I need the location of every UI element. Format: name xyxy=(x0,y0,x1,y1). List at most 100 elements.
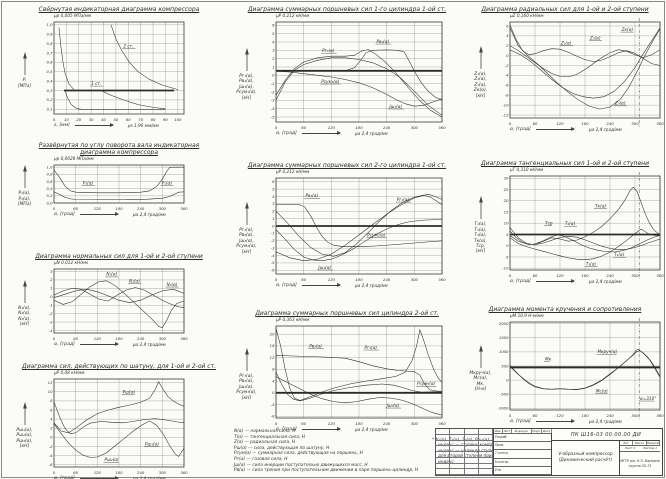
meta-labels-row: Лит. Масса Масштаб xyxy=(620,441,660,446)
svg-text:-5: -5 xyxy=(505,254,509,259)
series-label-Pg1: Pг₁(α) xyxy=(322,48,335,53)
y-label-line: Pв₃(α), xyxy=(239,379,254,385)
chart-title: Диаграмма радиальных сил для 1-ой и 2-ой… xyxy=(481,6,649,13)
stamp-side-grid xyxy=(435,428,494,476)
series-Psum2 xyxy=(275,194,443,257)
chart-indicator-diagram-unfolded: Развёрнутая по углу поворота вала индика… xyxy=(8,142,230,217)
scale-note-x: μα 2,4 град/мм xyxy=(354,131,388,136)
note-line: индекс — цилиндр ступени; xyxy=(438,447,501,453)
series-N1 xyxy=(53,280,185,329)
svg-text:16: 16 xyxy=(270,343,275,348)
scale-note-y: μT 0,310 кН/мм xyxy=(510,167,544,172)
svg-text:1,0: 1,0 xyxy=(46,22,53,27)
svg-text:-1: -1 xyxy=(271,231,275,236)
svg-text:300: 300 xyxy=(159,470,167,475)
stamp-col-header: Дата xyxy=(542,429,552,433)
x-axis-arrow-icon xyxy=(301,131,341,135)
stamp-meta-label: Лит. xyxy=(620,441,634,445)
chart-title: Диаграмма сил, действующих по шатуну, дл… xyxy=(22,363,216,370)
svg-text:1000: 1000 xyxy=(499,349,509,354)
chart-piston-forces-cyl2-stage1: Диаграмма суммарных поршневых сил 2-го ц… xyxy=(230,162,464,288)
plot-row: T₁(α), T₂(α), T₃(α), Tк(α), Tср, [кН] 0 60 120 18… xyxy=(464,172,666,279)
y-label-line: P₂(α), xyxy=(18,196,31,202)
svg-text:300: 300 xyxy=(159,206,167,211)
y-label-line: Pг₂(α), xyxy=(239,227,254,233)
stamp-col-header: № докум. xyxy=(512,429,532,433)
series-Psum1 xyxy=(275,49,443,118)
series-Tk xyxy=(509,186,661,245)
svg-text:60: 60 xyxy=(126,117,131,122)
svg-text:-4: -4 xyxy=(49,328,53,333)
y-label-line: Pсум₃(α), xyxy=(236,390,257,396)
svg-text:2: 2 xyxy=(50,426,53,431)
y-label-line: Jш₂(α), xyxy=(239,238,254,244)
stamp-side-cell xyxy=(450,429,465,435)
svg-text:-2: -2 xyxy=(505,63,509,68)
stamp-row-label: Пров. xyxy=(494,442,551,451)
plot-piston-forces-cyl1-stage1: 0 60 120 180 240 300 360 6 5 4 3 2 1 0 -1 -2 -3 -4 -5 Pг₁(α… xyxy=(271,21,446,130)
footnote-line: Pг(α) — газовая сила, Н xyxy=(234,456,288,462)
svg-text:360: 360 xyxy=(180,336,188,341)
footnote-line: Z(α) — радиальная сила, Н xyxy=(234,440,296,446)
y-label-line: Pв₁(α), xyxy=(239,79,254,85)
svg-text:180: 180 xyxy=(581,273,589,278)
svg-text:240: 240 xyxy=(383,277,391,282)
series-label-Psum1: Pсум₁(α) xyxy=(321,79,340,84)
stamp-sheet-label: Листов 1 xyxy=(642,446,658,450)
plot-tangential-forces: 0 60 120 180 240 300 360 30 25 20 15 10 5 0 -5 -10 Tк(α)… xyxy=(502,172,664,279)
svg-text:-8: -8 xyxy=(505,93,509,98)
footnote-line: Jш(α) — сила инерции поступательно движу… xyxy=(234,462,368,468)
svg-text:-10: -10 xyxy=(502,266,509,271)
svg-text:0,4: 0,4 xyxy=(46,186,53,191)
stamp-side-cell xyxy=(436,429,451,435)
svg-text:6: 6 xyxy=(506,23,509,28)
stamp-col-header: Подп. xyxy=(532,429,542,433)
y-label-line: Pсум₁(α), xyxy=(236,90,257,96)
svg-text:120: 120 xyxy=(556,121,564,126)
svg-text:120: 120 xyxy=(94,470,102,475)
x-axis-label: α, [град] xyxy=(276,283,297,288)
series-label-Jsh3: Jш₃(α) xyxy=(386,403,400,408)
stamp-side-cell xyxy=(464,429,479,435)
svg-text:0: 0 xyxy=(53,206,56,211)
x-axis-label: α, [град] xyxy=(276,427,297,432)
svg-text:60: 60 xyxy=(533,273,538,278)
svg-text:180: 180 xyxy=(355,421,363,426)
y-axis-arrow-icon xyxy=(244,47,249,71)
y-label-line: Pв₂(α), xyxy=(239,233,254,239)
y-label-line: Z₁(α), xyxy=(474,71,487,77)
plot-normal-forces: 0 60 120 180 240 300 360 3 2 1 0 -1 -2 -3 -4 N₁(α) N₂(α)… xyxy=(49,268,188,341)
plot-radial-forces: 0 60 120 180 240 300 360 6 4 2 0 -2 -4 -6 -8 -10 -12 Z₁(α… xyxy=(502,18,664,127)
stamp-side-cell xyxy=(450,463,465,470)
svg-text:0,4: 0,4 xyxy=(46,78,53,83)
footnote-line: Pш(α) — сила, действующая по шатуну, Н xyxy=(234,445,330,451)
svg-text:240: 240 xyxy=(606,121,614,126)
series-Pv1 xyxy=(276,49,443,101)
stamp-side-cell xyxy=(478,429,493,435)
series-N3 xyxy=(53,288,185,303)
y-label-line: Z₂(α), xyxy=(474,77,487,83)
scale-note-x: μα 2,4 град/мм xyxy=(354,283,388,288)
svg-text:0: 0 xyxy=(275,421,278,426)
svg-text:0,7: 0,7 xyxy=(46,50,53,55)
svg-text:0,5: 0,5 xyxy=(46,69,53,74)
scale-note-x: μα 2,4 град/мм xyxy=(588,127,622,132)
svg-text:360: 360 xyxy=(438,277,446,282)
series-Psh2 xyxy=(53,420,185,458)
svg-text:0: 0 xyxy=(50,435,53,440)
x-axis-row: α, [град] μα 2,4 град/мм xyxy=(510,419,666,424)
stamp-row-label: Н.контр. xyxy=(494,459,551,467)
y-label-line: [МПа] xyxy=(17,83,32,89)
series-Pv3 xyxy=(275,355,443,392)
series-label-P2: P₂(α) xyxy=(162,180,173,185)
svg-text:25: 25 xyxy=(504,187,509,192)
x-axis-row: α, [град] μα 2,4 град/мм xyxy=(276,427,464,432)
plot-row: Z₁(α), Z₂(α), Z₃(α), Zк(α), [кН] 0 60 120 180 240… xyxy=(464,18,666,127)
y-label-line: P₁(α), xyxy=(18,191,31,197)
svg-text:60: 60 xyxy=(533,413,538,418)
stamp-side-cell xyxy=(464,434,479,441)
y-label-line: Pг₃(α), xyxy=(239,373,254,379)
series-label-Jsh2: Jш₂(α) xyxy=(317,265,331,270)
stamp-side-cell xyxy=(436,463,451,470)
